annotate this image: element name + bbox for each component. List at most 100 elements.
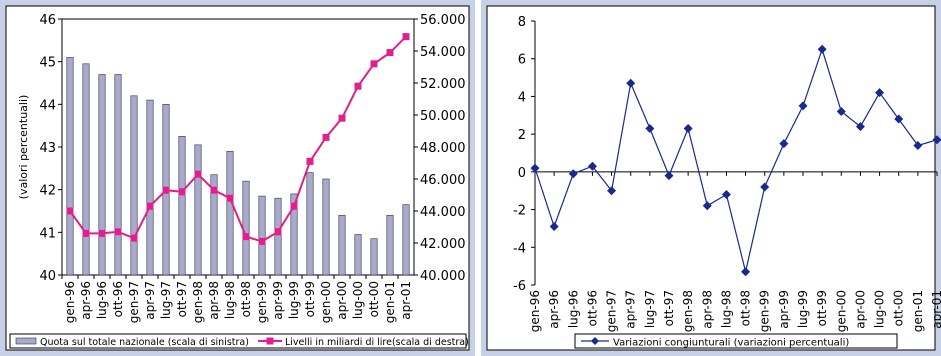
right-chart-x-tick-label: lug-97 bbox=[643, 290, 657, 328]
bar bbox=[66, 57, 74, 276]
left-y-tick-label: 40 bbox=[39, 269, 56, 284]
line-point bbox=[741, 267, 751, 277]
line-point bbox=[626, 78, 636, 88]
right-y-tick-label: 52.000 bbox=[420, 77, 466, 92]
right-legend-box bbox=[574, 333, 898, 349]
line-series-variazioni bbox=[534, 47, 938, 272]
right-y-tick-label: 50.000 bbox=[420, 109, 466, 124]
bar bbox=[146, 99, 154, 276]
right-chart-x-tick-label: apr-96 bbox=[547, 290, 561, 329]
line-point bbox=[875, 88, 885, 98]
left-y-tick-label: 42 bbox=[39, 184, 56, 199]
legend-bar-label: Quota sul totale nazionale (scala di sin… bbox=[40, 337, 249, 348]
line-point bbox=[664, 171, 674, 181]
left-x-tick-label: ott-98 bbox=[239, 281, 253, 317]
line-point bbox=[98, 229, 106, 237]
bar bbox=[258, 195, 266, 276]
bar bbox=[178, 136, 186, 276]
left-x-tick-label: gen-00 bbox=[319, 281, 333, 323]
right-chart-x-tick-label: lug-96 bbox=[566, 290, 580, 328]
left-chart-svg: 40 41 42 43 44 45 46 40.000 42.000 44.000 46.000 48… bbox=[5, 5, 470, 351]
line-point bbox=[258, 237, 266, 245]
left-x-tick-label: gen-99 bbox=[255, 281, 269, 323]
right-chart-panel: -6 -4 -2 0 2 4 6 8 gen-96 apr-96 lug-96 ott-96 gen-9… bbox=[481, 0, 941, 356]
bar bbox=[82, 63, 90, 276]
right-chart-y-tick-label: 8 bbox=[518, 15, 526, 30]
right-chart-x-tick-label: apr-01 bbox=[930, 290, 941, 329]
right-chart-x-tick-label: ott-96 bbox=[585, 290, 599, 326]
bar bbox=[210, 174, 218, 276]
left-chart-panel: 40 41 42 43 44 45 46 40.000 42.000 44.000 46.000 48… bbox=[0, 0, 475, 356]
right-y-tick-label: 56.000 bbox=[420, 13, 466, 28]
bar bbox=[402, 204, 410, 276]
line-point bbox=[226, 194, 234, 202]
line-point bbox=[836, 107, 846, 117]
legend-series-label: Variazioni congiunturali (variazioni per… bbox=[613, 338, 849, 349]
line-point bbox=[798, 101, 808, 111]
left-x-tick-label: lug-97 bbox=[159, 281, 173, 319]
line-point bbox=[855, 122, 865, 132]
right-chart-x-tick-label: apr-00 bbox=[853, 290, 867, 329]
left-x-tick-label: gen-98 bbox=[191, 281, 205, 323]
line-point bbox=[338, 114, 346, 122]
right-chart-x-tick-label: lug-00 bbox=[873, 290, 887, 328]
right-chart-x-tick-label: ott-98 bbox=[739, 290, 753, 326]
bar bbox=[370, 238, 378, 276]
right-chart-x-tick-label: gen-96 bbox=[528, 290, 542, 332]
right-y-tick-label: 46.000 bbox=[420, 173, 466, 188]
line-point bbox=[549, 222, 559, 232]
line-point bbox=[702, 201, 712, 211]
right-chart-x-tick-label: gen-01 bbox=[911, 290, 925, 332]
left-y-tick-label: 43 bbox=[39, 141, 56, 156]
right-y-tick-label: 44.000 bbox=[420, 205, 466, 220]
left-x-tick-label: apr-99 bbox=[271, 281, 285, 320]
bar bbox=[354, 234, 362, 276]
left-x-tick-label: gen-96 bbox=[63, 281, 77, 323]
bar bbox=[274, 197, 282, 276]
left-x-tick-label: apr-97 bbox=[143, 281, 157, 320]
right-chart-x-tick-label: apr-97 bbox=[624, 290, 638, 329]
line-point bbox=[530, 163, 540, 173]
legend-bar-swatch bbox=[15, 337, 37, 345]
bar bbox=[386, 214, 394, 276]
legend-line-marker bbox=[266, 337, 274, 345]
left-x-tick-label: lug-98 bbox=[223, 281, 237, 319]
right-chart-y-tick-label: -4 bbox=[513, 241, 526, 256]
line-point bbox=[402, 33, 410, 41]
left-x-tick-label: gen-97 bbox=[127, 281, 141, 323]
right-y-tick-label: 42.000 bbox=[420, 237, 466, 252]
line-point bbox=[568, 169, 578, 179]
left-x-tick-label: lug-96 bbox=[95, 281, 109, 319]
right-chart-y-tick-label: 0 bbox=[518, 166, 526, 181]
line-point bbox=[66, 207, 74, 215]
bar bbox=[194, 144, 202, 276]
left-x-tick-label: apr-96 bbox=[79, 281, 93, 320]
right-chart-x-tick-label: ott-97 bbox=[662, 290, 676, 326]
line-point bbox=[242, 233, 250, 241]
left-x-tick-label: apr-01 bbox=[399, 281, 413, 320]
line-point bbox=[817, 44, 827, 54]
line-point bbox=[290, 202, 298, 210]
left-x-tick-label: apr-98 bbox=[207, 281, 221, 320]
right-chart-x-tick-label: ott-99 bbox=[815, 290, 829, 326]
line-point bbox=[354, 82, 362, 90]
right-chart-x-tick-label: gen-98 bbox=[681, 290, 695, 332]
bar bbox=[322, 178, 330, 276]
right-chart-x-tick-label: ott-00 bbox=[892, 290, 906, 326]
right-chart-svg: -6 -4 -2 0 2 4 6 8 gen-96 apr-96 lug-96 ott-96 gen-9… bbox=[486, 5, 941, 351]
left-y-tick-label: 41 bbox=[39, 226, 56, 241]
line-point bbox=[82, 229, 90, 237]
right-chart-y-tick-label: -2 bbox=[513, 204, 526, 219]
line-point bbox=[894, 114, 904, 124]
bar bbox=[98, 74, 106, 276]
left-y-tick-label: 44 bbox=[39, 98, 56, 113]
right-chart-x-tick-label: gen-99 bbox=[758, 290, 772, 332]
legend-line-label: Livelli in miliardi di lire(scala di des… bbox=[285, 337, 469, 348]
right-chart-x-tick-label: apr-99 bbox=[777, 290, 791, 329]
line-point bbox=[760, 182, 770, 192]
line-series-livelli bbox=[69, 35, 407, 243]
line-point bbox=[370, 60, 378, 68]
line-point bbox=[178, 188, 186, 196]
line-point bbox=[322, 133, 330, 141]
